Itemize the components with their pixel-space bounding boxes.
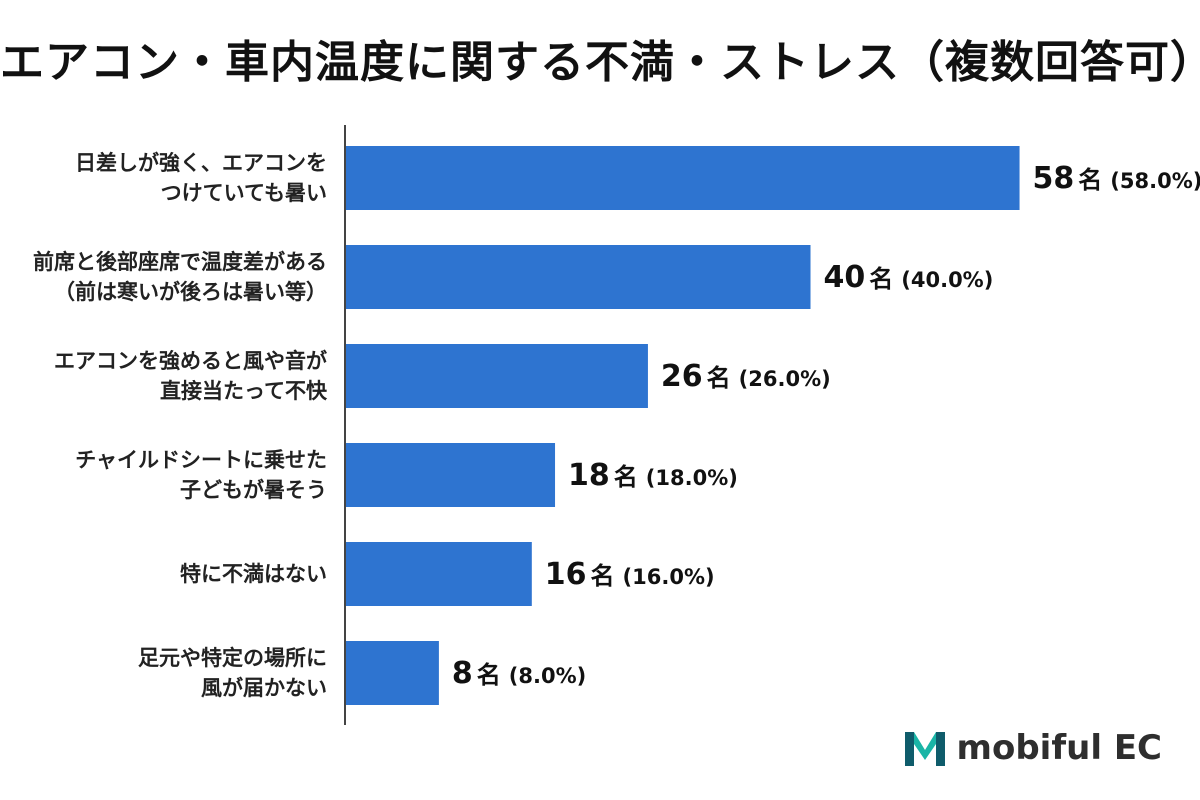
value-percent: (26.0%)	[739, 367, 831, 391]
category-label: 風が届かない	[201, 676, 327, 700]
value-number: 16	[545, 557, 587, 592]
value-unit: 名	[707, 364, 731, 392]
value-number: 26	[661, 359, 703, 394]
bar	[346, 146, 1020, 210]
bar	[346, 641, 439, 705]
value-unit: 名	[869, 265, 893, 293]
category-label: 直接当たって不快	[160, 379, 328, 403]
category-label: エアコンを強めると風や音が	[54, 349, 327, 373]
bar	[346, 245, 811, 309]
chart-title: エアコン・車内温度に関する不満・ストレス（複数回答可）	[0, 37, 1200, 88]
bar	[346, 542, 532, 606]
value-number: 58	[1033, 161, 1075, 196]
value-unit: 名	[614, 463, 638, 491]
logo-text: mobiful EC	[956, 728, 1162, 768]
value-percent: (16.0%)	[623, 565, 715, 589]
bar	[346, 443, 556, 507]
value-unit: 名	[477, 661, 501, 689]
category-label: （前は寒いが後ろは暑い等）	[54, 280, 327, 304]
value-percent: (18.0%)	[646, 466, 738, 490]
value-label: 40 名 (40.0%)	[824, 260, 994, 295]
value-unit: 名	[1078, 166, 1102, 194]
category-label: つけていても暑い	[161, 181, 327, 205]
value-percent: (8.0%)	[509, 664, 586, 688]
category-label: チャイルドシートに乗せた	[75, 448, 327, 472]
value-number: 8	[452, 656, 473, 691]
mobiful-m-logo-icon	[904, 732, 945, 766]
category-label: 足元や特定の場所に	[138, 646, 327, 670]
value-number: 40	[824, 260, 866, 295]
category-label: 日差しが強く、エアコンを	[75, 151, 327, 175]
value-label: 8 名 (8.0%)	[452, 656, 586, 691]
value-number: 18	[568, 458, 610, 493]
brand-logo: mobiful EC	[903, 726, 1162, 770]
category-label: 前席と後部座席で温度差がある	[33, 250, 327, 274]
category-label: 子どもが暑そう	[180, 478, 327, 502]
bar	[346, 344, 648, 408]
value-label: 16 名 (16.0%)	[545, 557, 715, 592]
value-label: 18 名 (18.0%)	[568, 458, 738, 493]
value-unit: 名	[591, 562, 615, 590]
value-percent: (40.0%)	[901, 268, 993, 292]
value-label: 26 名 (26.0%)	[661, 359, 831, 394]
category-label: 特に不満はない	[180, 562, 327, 586]
value-label: 58 名 (58.0%)	[1033, 161, 1200, 196]
value-percent: (58.0%)	[1110, 169, 1200, 193]
